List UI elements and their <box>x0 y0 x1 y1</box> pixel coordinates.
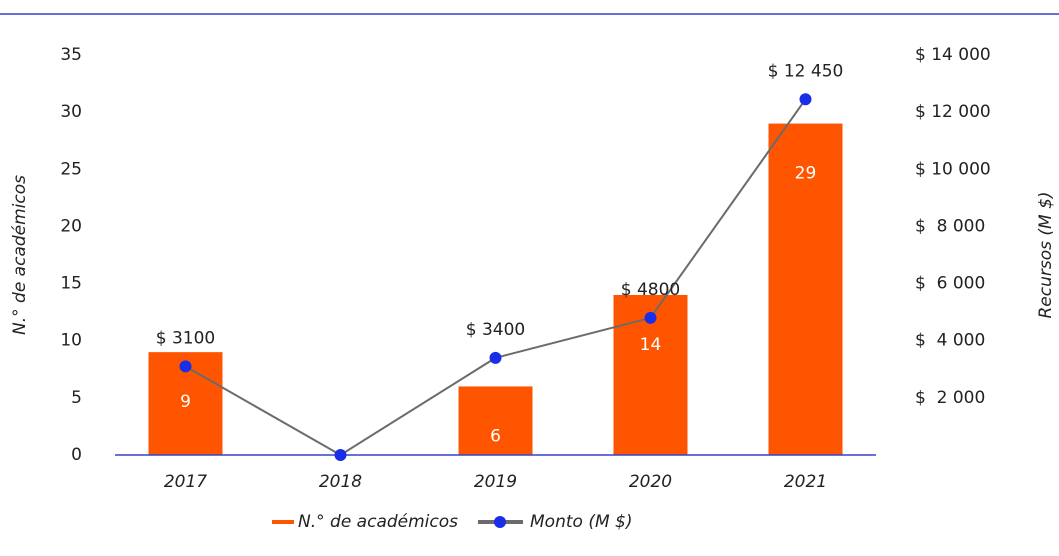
line-point <box>799 93 812 106</box>
x-tick-label: 2018 <box>319 472 362 492</box>
line-value-label: $ 3100 <box>156 328 215 348</box>
y-axis-title: N.° de académicos <box>10 175 30 335</box>
line-value-label: $ 4800 <box>621 280 680 300</box>
legend-label: Monto (M $) <box>530 512 632 532</box>
y2-axis-title: Recursos (M $) <box>1036 191 1056 318</box>
bar-value-label: 9 <box>180 392 191 412</box>
line-point <box>644 311 657 324</box>
bar <box>768 123 843 456</box>
y-tick-label: 5 <box>71 388 82 408</box>
y-tick-label: 10 <box>60 331 82 351</box>
bar-value-label: 6 <box>490 426 501 446</box>
y2-tick-label: $ 12 000 <box>915 102 991 122</box>
line-value-label: $ 12 450 <box>768 61 844 81</box>
y2-tick-label: $ 8 000 <box>915 216 985 236</box>
y-tick-label: 20 <box>60 216 82 236</box>
y-tick-label: 25 <box>60 159 82 179</box>
line-point <box>334 449 347 461</box>
y2-tick-label: $ 14 000 <box>915 45 991 65</box>
bar <box>458 386 533 455</box>
y-tick-label: 35 <box>60 45 82 65</box>
bar-value-label: 29 <box>795 164 817 184</box>
line-point <box>179 360 192 373</box>
y-tick-label: 15 <box>60 274 82 294</box>
y2-tick-label: $ 10 000 <box>915 159 991 179</box>
y2-tick-label: $ 2 000 <box>915 388 985 408</box>
y-tick-label: 30 <box>60 102 82 122</box>
bar-value-label: 14 <box>640 335 662 355</box>
y2-tick-label: $ 4 000 <box>915 331 985 351</box>
y2-tick-label: $ 6 000 <box>915 274 985 294</box>
legend-marker <box>494 516 506 528</box>
x-tick-label: 2017 <box>164 472 207 492</box>
x-tick-label: 2021 <box>784 472 827 492</box>
x-tick-label: 2020 <box>629 472 672 492</box>
legend-label: N.° de académicos <box>298 512 458 532</box>
y-tick-label: 0 <box>71 445 82 465</box>
x-tick-label: 2019 <box>474 472 517 492</box>
line-value-label: $ 3400 <box>466 320 525 340</box>
line-point <box>489 351 502 364</box>
